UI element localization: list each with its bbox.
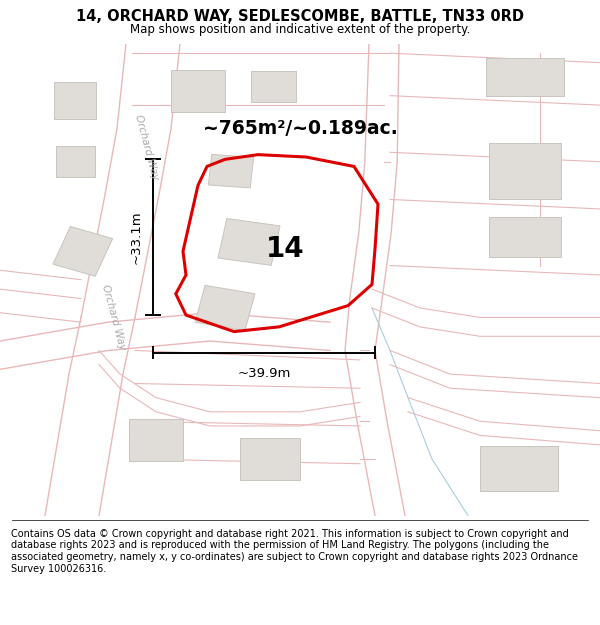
Bar [54,81,96,119]
Bar [53,226,113,276]
Text: Contains OS data © Crown copyright and database right 2021. This information is : Contains OS data © Crown copyright and d… [11,529,578,574]
Text: ~39.9m: ~39.9m [238,367,290,380]
Bar [195,286,255,331]
Bar [480,446,558,491]
Bar [486,58,564,96]
Bar [489,143,561,199]
Bar [171,70,225,112]
Bar [129,419,183,461]
Bar [218,219,280,266]
Bar [489,217,561,258]
Text: 14, ORCHARD WAY, SEDLESCOMBE, BATTLE, TN33 0RD: 14, ORCHARD WAY, SEDLESCOMBE, BATTLE, TN… [76,9,524,24]
Text: Orchard Way: Orchard Way [133,114,161,181]
Bar [208,154,254,188]
Bar [56,146,95,177]
Bar [251,71,296,101]
Bar [240,438,300,480]
Text: 14: 14 [266,235,304,263]
Text: ~765m²/~0.189ac.: ~765m²/~0.189ac. [203,119,397,138]
Text: Map shows position and indicative extent of the property.: Map shows position and indicative extent… [130,23,470,36]
Text: ~33.1m: ~33.1m [129,211,142,264]
Text: Orchard Way: Orchard Way [100,284,128,351]
